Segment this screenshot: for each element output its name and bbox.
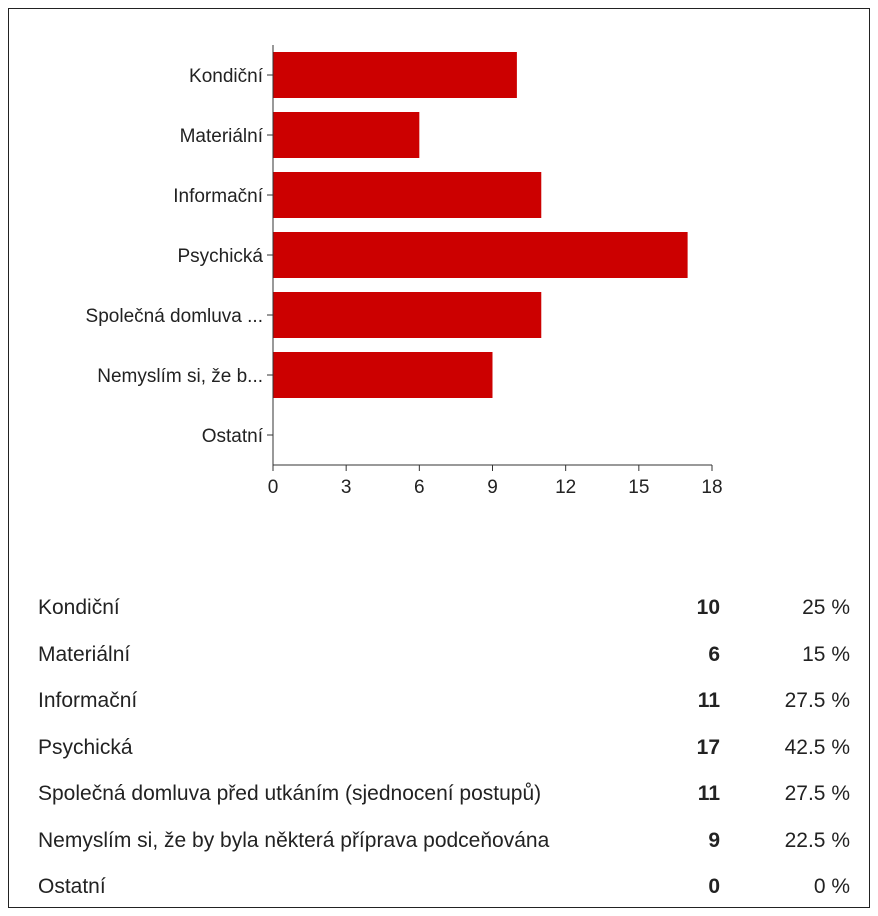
bar-2 bbox=[273, 172, 542, 218]
y-tick-label: Společná domluva ... bbox=[86, 306, 263, 327]
x-tick-label: 15 bbox=[628, 477, 649, 498]
y-tick-label: Ostatní bbox=[202, 426, 264, 447]
bar-1 bbox=[273, 112, 420, 158]
x-tick-label: 12 bbox=[555, 477, 576, 498]
summary-row: Materiální 6 15 % bbox=[38, 632, 868, 679]
bar-5 bbox=[273, 352, 493, 398]
summary-count: 11 bbox=[697, 689, 720, 713]
summary-row: Nemyslím si, že by byla některá příprava… bbox=[38, 818, 868, 865]
summary-row: Společná domluva před utkáním (sjednocen… bbox=[38, 771, 868, 818]
summary-percent: 27.5 % bbox=[784, 782, 850, 806]
summary-label: Nemyslím si, že by byla některá příprava… bbox=[38, 828, 550, 852]
y-tick-label: Informační bbox=[173, 186, 263, 207]
chart-frame bbox=[8, 8, 870, 908]
summary-count: 10 bbox=[696, 596, 720, 620]
summary-label: Společná domluva před utkáním (sjednocen… bbox=[38, 782, 542, 806]
bar-0 bbox=[273, 52, 517, 98]
summary-row: Informační 11 27.5 % bbox=[38, 678, 868, 725]
summary-count: 6 bbox=[708, 642, 720, 666]
summary-count: 9 bbox=[708, 828, 720, 852]
summary-count: 17 bbox=[696, 735, 720, 759]
x-tick-label: 6 bbox=[414, 477, 425, 498]
x-tick-label: 9 bbox=[487, 477, 498, 498]
summary-row: Psychická 17 42.5 % bbox=[38, 725, 868, 772]
y-tick-label: Nemyslím si, že b... bbox=[97, 366, 263, 387]
summary-count: 0 bbox=[708, 875, 720, 899]
summary-percent: 25 % bbox=[802, 596, 850, 620]
y-tick-label: Kondiční bbox=[189, 66, 264, 87]
summary-table: Kondiční 10 25 % Materiální 6 15 % Informační 1… bbox=[38, 585, 868, 911]
summary-row: Ostatní 0 0 % bbox=[38, 864, 868, 911]
x-tick-label: 18 bbox=[701, 477, 722, 498]
summary-row: Kondiční 10 25 % bbox=[38, 585, 868, 632]
summary-percent: 27.5 % bbox=[784, 689, 850, 713]
summary-label: Ostatní bbox=[38, 875, 106, 899]
summary-label: Informační bbox=[38, 689, 138, 713]
summary-percent: 0 % bbox=[813, 875, 850, 899]
x-tick-label: 3 bbox=[341, 477, 352, 498]
summary-percent: 15 % bbox=[802, 642, 850, 666]
summary-label: Materiální bbox=[38, 642, 131, 666]
summary-percent: 22.5 % bbox=[784, 828, 850, 852]
y-tick-label: Psychická bbox=[177, 246, 263, 267]
summary-count: 11 bbox=[697, 782, 720, 806]
bar-4 bbox=[273, 292, 542, 338]
summary-label: Psychická bbox=[38, 735, 133, 759]
summary-percent: 42.5 % bbox=[784, 735, 850, 759]
x-tick-label: 0 bbox=[268, 477, 279, 498]
bar-chart: Kondiční Materiální Informační Psychická Spo… bbox=[86, 45, 723, 498]
summary-label: Kondiční bbox=[38, 596, 120, 620]
bar-3 bbox=[273, 232, 688, 278]
y-tick-label: Materiální bbox=[180, 126, 264, 147]
